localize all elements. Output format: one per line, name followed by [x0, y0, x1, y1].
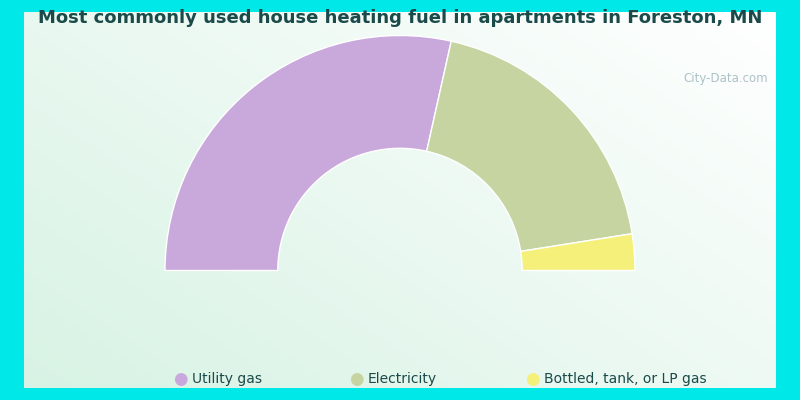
Text: Electricity: Electricity: [368, 372, 437, 386]
Wedge shape: [165, 36, 451, 270]
Wedge shape: [426, 41, 632, 251]
Text: ●: ●: [525, 370, 539, 388]
Text: Utility gas: Utility gas: [192, 372, 262, 386]
Text: City-Data.com: City-Data.com: [683, 72, 768, 85]
Wedge shape: [521, 234, 635, 270]
Text: ●: ●: [173, 370, 187, 388]
Text: Most commonly used house heating fuel in apartments in Foreston, MN: Most commonly used house heating fuel in…: [38, 9, 762, 27]
Text: Bottled, tank, or LP gas: Bottled, tank, or LP gas: [544, 372, 706, 386]
Text: ●: ●: [349, 370, 363, 388]
